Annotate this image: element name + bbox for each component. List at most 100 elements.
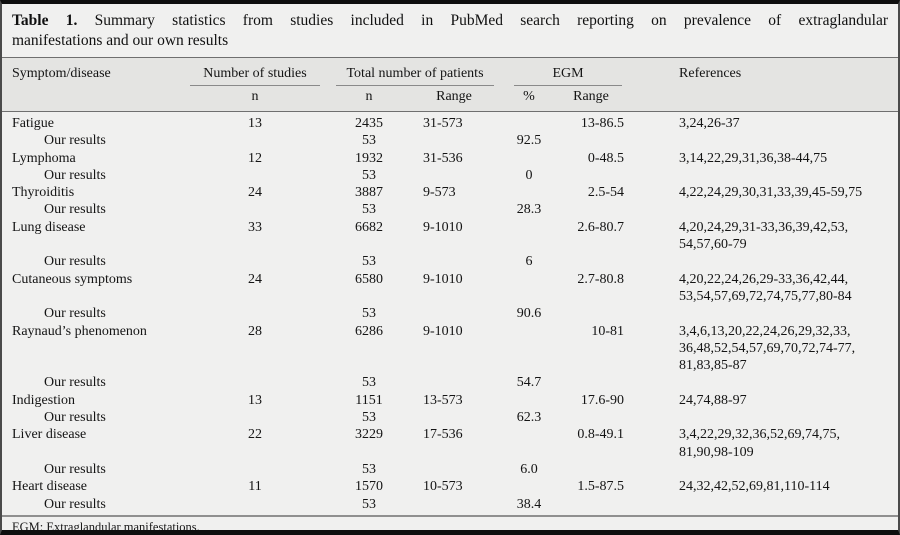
studies-n-cell bbox=[180, 461, 330, 478]
egm-pct-cell: 92.5 bbox=[516, 133, 542, 149]
egm-pct-cell bbox=[500, 392, 558, 409]
header-total-patients: Total number of patients bbox=[330, 58, 500, 86]
patients-range-cell bbox=[408, 201, 500, 218]
egm-pct-cell: 54.7 bbox=[516, 375, 542, 391]
reference-line: 3,4,22,29,32,36,52,69,74,75, bbox=[679, 427, 841, 443]
summary-table: Symptom/disease Number of studies Total … bbox=[2, 57, 898, 513]
patients-range-cell: 9-1010 bbox=[423, 271, 463, 287]
egm-range-cell: 0.8-49.1 bbox=[577, 427, 625, 443]
egm-range-cell bbox=[558, 374, 624, 391]
references-cell: 4,22,24,29,30,31,33,39,45-59,75 bbox=[624, 184, 898, 201]
table-title-line2: manifestations and our own results bbox=[12, 32, 229, 49]
egm-pct-cell: 90.6 bbox=[516, 306, 542, 322]
patients-range-cell: 31-536 bbox=[423, 150, 463, 166]
egm-range-cell bbox=[558, 461, 624, 478]
header-sub-empty bbox=[2, 86, 180, 112]
patients-n-cell: 53 bbox=[362, 461, 376, 477]
disease-row: Lymphoma 12 1932 31-536 0-48.5 3,14,22,29,31,… bbox=[2, 150, 898, 167]
patients-range-cell: 17-536 bbox=[423, 427, 463, 443]
patients-range-cell bbox=[408, 461, 500, 478]
reference-line: 4,20,22,24,26,29-33,36,42,44, bbox=[679, 271, 849, 287]
patients-n-cell: 6286 bbox=[355, 323, 383, 339]
disease-row: Liver disease 22 3229 17-536 0.8-49.1 3,4,22,… bbox=[2, 426, 898, 461]
egm-pct-cell bbox=[500, 426, 558, 461]
patients-n-cell: 2435 bbox=[355, 116, 383, 131]
references-cell bbox=[624, 374, 898, 391]
patients-n-cell: 53 bbox=[362, 306, 376, 322]
patients-range-cell bbox=[408, 167, 500, 184]
studies-n-cell: 13 bbox=[248, 116, 262, 131]
patients-n-cell: 6682 bbox=[355, 219, 383, 235]
patients-range-cell: 10-573 bbox=[423, 479, 463, 495]
disease-row: Lung disease 33 6682 9-1010 2.6-80.7 4,20,24,… bbox=[2, 219, 898, 254]
disease-row: Cutaneous symptoms 24 6580 9-1010 2.7-80.8 4,… bbox=[2, 271, 898, 306]
symptom-cell: Indigestion bbox=[12, 392, 75, 408]
header-sub-empty-refs bbox=[624, 86, 898, 112]
egm-range-cell bbox=[558, 409, 624, 426]
header-sub-row: n n Range % Range bbox=[2, 86, 898, 112]
studies-n-cell bbox=[180, 496, 330, 513]
patients-n-cell: 1570 bbox=[355, 479, 383, 495]
our-results-row: Our results 53 6 bbox=[2, 253, 898, 270]
symptom-cell: Liver disease bbox=[12, 427, 87, 443]
references-cell bbox=[624, 167, 898, 184]
table-header: Symptom/disease Number of studies Total … bbox=[2, 57, 898, 112]
egm-range-cell: 2.5-54 bbox=[587, 185, 625, 201]
symptom-cell: Raynaud’s phenomenon bbox=[12, 323, 147, 339]
patients-range-cell bbox=[408, 409, 500, 426]
patients-range-cell: 9-573 bbox=[423, 185, 456, 201]
egm-range-cell: 2.7-80.8 bbox=[577, 271, 625, 287]
disease-row: Raynaud’s phenomenon 28 6286 9-1010 10-81 3,4… bbox=[2, 323, 898, 375]
studies-n-cell: 24 bbox=[248, 271, 262, 287]
egm-range-cell bbox=[558, 132, 624, 149]
patients-range-cell: 31-573 bbox=[423, 116, 463, 131]
reference-line: 4,22,24,29,30,31,33,39,45-59,75 bbox=[679, 185, 863, 201]
symptom-cell: Our results bbox=[44, 410, 106, 426]
egm-range-cell bbox=[558, 305, 624, 322]
studies-n-cell: 24 bbox=[248, 185, 262, 201]
studies-n-cell bbox=[180, 305, 330, 322]
symptom-cell: Our results bbox=[44, 167, 106, 183]
symptom-cell: Our results bbox=[44, 461, 106, 477]
patients-n-cell: 53 bbox=[362, 375, 376, 391]
patients-n-cell: 53 bbox=[362, 202, 376, 218]
studies-n-cell: 13 bbox=[248, 392, 262, 408]
header-sub-egm-range: Range bbox=[573, 89, 609, 104]
egm-range-cell: 1.5-87.5 bbox=[577, 479, 625, 495]
header-egm: EGM bbox=[500, 58, 624, 86]
egm-pct-cell bbox=[500, 112, 558, 133]
patients-n-cell: 6580 bbox=[355, 271, 383, 287]
references-cell: 4,20,24,29,31-33,36,39,42,53, 54,57,60-79 bbox=[624, 219, 898, 254]
symptom-cell: Our results bbox=[44, 133, 106, 149]
header-number-of-studies: Number of studies bbox=[180, 58, 330, 86]
patients-n-cell: 53 bbox=[362, 133, 376, 149]
header-egm-label: EGM bbox=[514, 66, 623, 86]
table-title-text: Summary statistics from studies included… bbox=[94, 12, 888, 29]
symptom-cell: Our results bbox=[44, 202, 106, 218]
header-group-row: Symptom/disease Number of studies Total … bbox=[2, 58, 898, 86]
patients-range-cell bbox=[408, 132, 500, 149]
references-cell: 3,14,22,29,31,36,38-44,75 bbox=[624, 150, 898, 167]
egm-pct-cell bbox=[500, 323, 558, 375]
studies-n-cell: 33 bbox=[248, 219, 262, 235]
studies-n-cell: 11 bbox=[248, 479, 262, 495]
symptom-cell: Fatigue bbox=[12, 116, 54, 131]
references-cell bbox=[624, 496, 898, 513]
egm-pct-cell: 6 bbox=[525, 254, 533, 270]
references-cell bbox=[624, 305, 898, 322]
header-sub-patients-n: n bbox=[365, 89, 373, 104]
studies-n-cell bbox=[180, 132, 330, 149]
disease-row: Thyroiditis 24 3887 9-573 2.5-54 4,22,24,29,3… bbox=[2, 184, 898, 201]
our-results-row: Our results 53 28.3 bbox=[2, 201, 898, 218]
patients-range-cell: 9-1010 bbox=[423, 219, 463, 235]
symptom-cell: Heart disease bbox=[12, 479, 88, 495]
references-cell bbox=[624, 409, 898, 426]
our-results-row: Our results 53 92.5 bbox=[2, 132, 898, 149]
symptom-cell: Lymphoma bbox=[12, 150, 76, 166]
references-cell bbox=[624, 201, 898, 218]
symptom-cell: Cutaneous symptoms bbox=[12, 271, 133, 287]
egm-pct-cell bbox=[500, 150, 558, 167]
studies-n-cell bbox=[180, 374, 330, 391]
reference-line: 3,24,26-37 bbox=[679, 116, 740, 131]
